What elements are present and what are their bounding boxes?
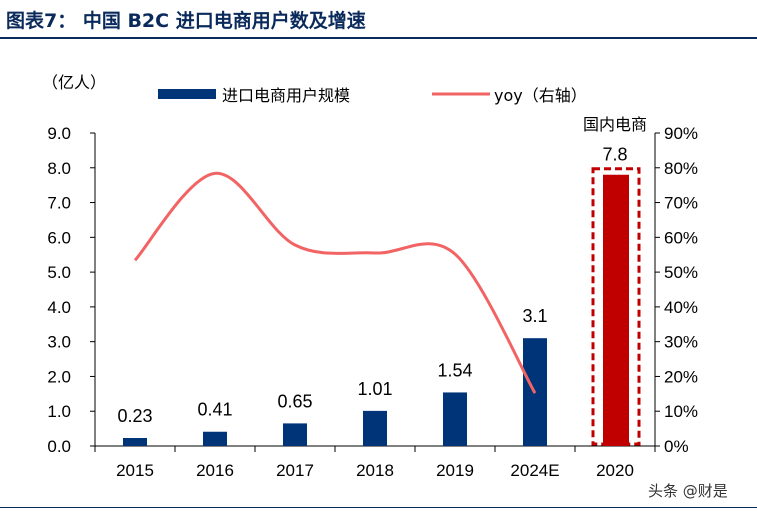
- bar-2020-domestic: [603, 174, 629, 446]
- right-tick-label: 70%: [664, 194, 698, 213]
- x-tick-label: 2017: [276, 461, 314, 480]
- bar-data-label: 3.1: [522, 306, 547, 326]
- bar-2018: [363, 410, 387, 446]
- left-tick-label: 0.0: [47, 437, 71, 456]
- left-tick-label: 6.0: [47, 228, 71, 247]
- right-tick-label: 20%: [664, 367, 698, 386]
- left-tick-label: 3.0: [47, 333, 71, 352]
- bar-2015: [123, 438, 147, 446]
- legend-label-yoy: yoy（右轴）: [494, 86, 587, 105]
- right-tick-label: 30%: [664, 333, 698, 352]
- legend-label-users: 进口电商用户规模: [222, 86, 350, 105]
- bar-data-label: 0.23: [117, 406, 152, 426]
- bar-2016: [203, 431, 227, 446]
- x-tick-label: 2020: [596, 461, 634, 480]
- right-tick-label: 0%: [664, 437, 689, 456]
- chart-title: 图表7： 中国 B2C 进口电商用户数及增速: [6, 10, 366, 32]
- left-tick-label: 9.0: [47, 124, 71, 143]
- left-tick-label: 1.0: [47, 402, 71, 421]
- left-tick-label: 8.0: [47, 159, 71, 178]
- bar-data-label: 7.8: [602, 145, 627, 165]
- left-tick-label: 5.0: [47, 263, 71, 282]
- right-tick-label: 60%: [664, 228, 698, 247]
- right-tick-label: 10%: [664, 402, 698, 421]
- right-tick-label: 80%: [664, 159, 698, 178]
- x-tick-label: 2015: [116, 461, 154, 480]
- x-tick-label: 2019: [436, 461, 474, 480]
- bottom-divider: [0, 507, 757, 508]
- x-tick-label: 2018: [356, 461, 394, 480]
- right-tick-label: 40%: [664, 298, 698, 317]
- x-tick-label: 2016: [196, 461, 234, 480]
- right-tick-label: 50%: [664, 263, 698, 282]
- bar-data-label: 0.65: [277, 391, 312, 411]
- bar-data-label: 1.01: [357, 379, 392, 399]
- series-label-domestic: 国内电商: [583, 115, 647, 134]
- left-axis-label: （亿人）: [42, 73, 106, 92]
- watermark: 头条 @财是: [648, 482, 728, 500]
- legend-swatch-users: [158, 89, 216, 99]
- bar-2017: [283, 423, 307, 446]
- highlight-dashed-box: [591, 167, 641, 446]
- bar-data-label: 1.54: [437, 360, 472, 380]
- right-tick-label: 90%: [664, 124, 698, 143]
- left-tick-label: 2.0: [47, 367, 71, 386]
- x-tick-label: 2024E: [510, 461, 559, 480]
- left-tick-label: 4.0: [47, 298, 71, 317]
- yoy-line: [133, 171, 537, 394]
- left-tick-label: 7.0: [47, 194, 71, 213]
- bar-2019: [443, 392, 467, 446]
- bar-data-label: 0.41: [197, 400, 232, 420]
- title-divider: [0, 37, 757, 39]
